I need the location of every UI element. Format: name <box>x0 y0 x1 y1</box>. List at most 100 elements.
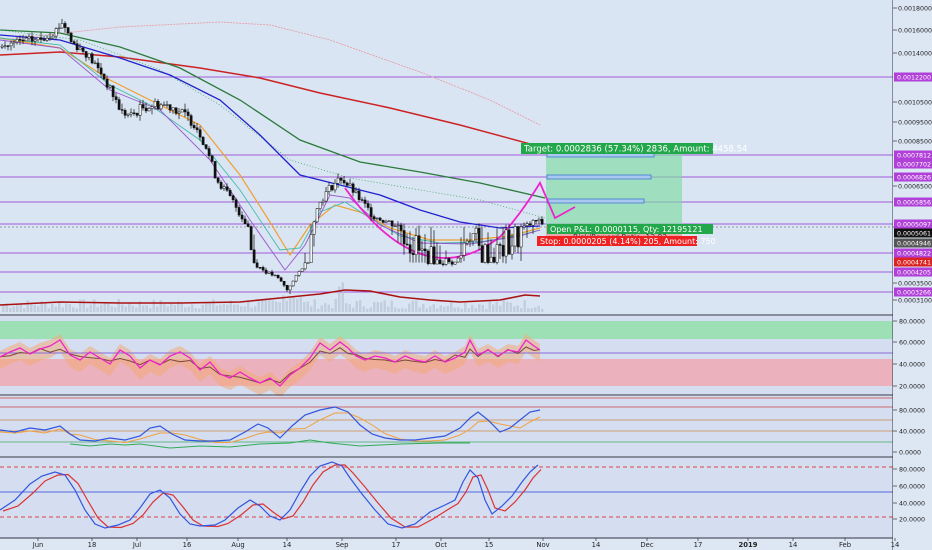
candle <box>186 108 190 121</box>
volume-bar <box>89 304 92 312</box>
time-tick-label: 17 <box>392 541 401 549</box>
stoch-pane[interactable] <box>0 458 893 538</box>
rsi-line <box>0 338 541 387</box>
candle <box>522 222 526 230</box>
volume-bar <box>348 304 351 312</box>
price-level-badge <box>894 219 932 229</box>
candle <box>345 181 349 187</box>
candle <box>333 179 337 193</box>
candle <box>363 196 367 208</box>
volume-bar <box>173 304 176 312</box>
candle <box>276 274 280 280</box>
volume-bar <box>376 302 379 312</box>
ma-red <box>0 51 546 149</box>
candle <box>213 160 217 179</box>
candle <box>42 35 46 42</box>
candle <box>96 58 100 73</box>
candle <box>237 204 241 218</box>
price-axis[interactable]: 0.0018000 0.0016000 0.0014000 0.0010500 0.00… <box>893 0 932 550</box>
volume-bar <box>369 307 372 312</box>
time-tick-label: Nov <box>536 541 549 549</box>
candle <box>168 104 172 114</box>
price-level-badge-label: 0.0004205 <box>897 270 931 277</box>
candle <box>192 122 196 130</box>
candle <box>6 45 10 51</box>
candle <box>36 37 40 42</box>
volume-bar <box>261 300 264 312</box>
candle <box>255 259 259 269</box>
candle <box>72 39 76 44</box>
volume-bar <box>40 301 43 312</box>
volume-bar <box>68 304 71 312</box>
candle <box>54 27 58 41</box>
stoch-rsi-pane[interactable] <box>0 396 893 456</box>
stop-label-box: Stop: 0.0000205 (4.14%) 205, Amount: 750 <box>537 236 716 246</box>
volume-bar <box>268 299 271 312</box>
stoch-rsi-pane-bg <box>0 396 893 456</box>
volume-bar <box>401 308 404 312</box>
price-level-badge <box>894 248 932 258</box>
candle <box>84 50 88 62</box>
candle <box>297 270 301 277</box>
volume-bar <box>366 308 369 312</box>
candle <box>330 184 334 192</box>
candle <box>207 145 211 159</box>
volume-bar <box>177 301 180 312</box>
stoch-rsi-blue-line <box>0 406 541 442</box>
price-level-badge <box>894 197 932 207</box>
candle <box>348 178 352 186</box>
price-tick-label: 0.0003500 <box>898 281 932 288</box>
candle <box>267 271 271 274</box>
volume-bar <box>19 303 22 312</box>
volume-bar <box>397 308 400 312</box>
candle <box>381 219 385 224</box>
time-tick-label: 17 <box>694 541 703 549</box>
volume-bar <box>537 305 540 312</box>
candle <box>75 39 79 53</box>
candle <box>408 231 412 263</box>
candle <box>303 253 307 271</box>
volume-bar <box>296 298 299 312</box>
candle <box>498 242 502 260</box>
volume-bar <box>355 301 358 312</box>
volume-bar <box>198 308 201 312</box>
volume-bar <box>170 302 173 312</box>
rsi-pane[interactable] <box>0 316 893 398</box>
candle <box>81 46 85 54</box>
indicator-tick-label: 40.0000 <box>899 362 925 369</box>
candle <box>198 126 202 141</box>
candle <box>201 135 205 146</box>
volume-bar <box>520 308 523 312</box>
volume-bar <box>467 308 470 312</box>
candle <box>444 250 448 266</box>
candle <box>183 103 187 118</box>
time-tick-label: Sep <box>336 541 349 549</box>
candle <box>429 226 433 265</box>
volume-bar <box>488 301 491 312</box>
price-tick-label: 0.0009500 <box>898 120 932 127</box>
stoch-pane-bg <box>0 458 893 538</box>
price-tick-label: 0.0003100 <box>898 298 932 305</box>
volume-bar <box>439 305 442 312</box>
candle <box>531 218 535 234</box>
volume-bar <box>264 299 267 312</box>
volume-bars <box>2 282 544 312</box>
candle <box>519 223 523 261</box>
stoch-k-line <box>0 461 539 529</box>
volume-bar <box>75 308 78 312</box>
volume-bar <box>240 306 243 312</box>
volume-bar <box>12 306 15 312</box>
time-axis[interactable]: Jun 18 Jul 16 Aug 14 Sep 17 Oct 15 Nov 14 Dec 17 2019 1… <box>32 538 900 549</box>
ma-pink <box>0 21 541 126</box>
price-tick-label: 0.0018000 <box>898 6 932 13</box>
target-label: Target: 0.0002836 (57.34%) 2836, Amount:… <box>523 145 747 155</box>
price-pane[interactable]: Target: 0.0002836 (57.34%) 2836, Amount:… <box>0 0 893 314</box>
price-level-badge <box>894 172 932 182</box>
candle <box>474 225 478 243</box>
volume-bar <box>86 307 89 312</box>
price-level-badge <box>894 257 932 267</box>
candle <box>144 102 148 113</box>
candle <box>39 32 43 43</box>
volume-bar <box>37 306 40 312</box>
